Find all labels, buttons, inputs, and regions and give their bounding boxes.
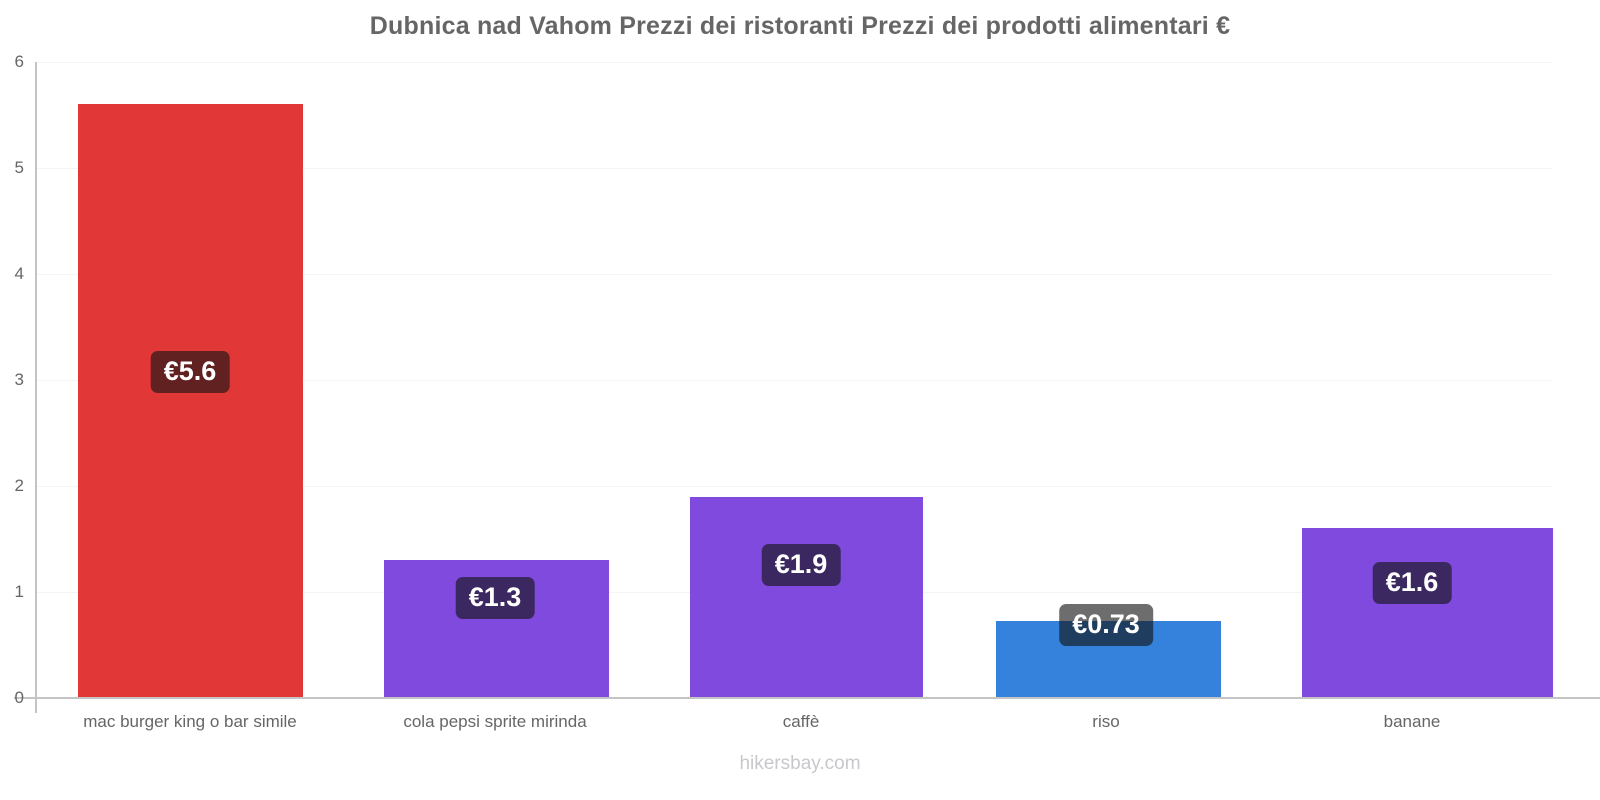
y-tick-label-6: 6 (14, 52, 24, 71)
bar-caffe (690, 496, 923, 698)
bar-mac-burger-king-o-bar-simile (78, 104, 303, 698)
x-tick-label-cola-pepsi-sprite-mirinda: cola pepsi sprite mirinda (403, 712, 587, 731)
x-axis-line (14, 697, 1600, 699)
gridline-6 (36, 62, 1553, 63)
gridline-2 (36, 486, 1553, 487)
y-tick-label-5: 5 (14, 158, 24, 177)
value-badge-banane: €1.6 (1372, 562, 1452, 605)
plot-area (36, 62, 1553, 698)
gridline-5 (36, 168, 1553, 169)
y-tick-label-4: 4 (14, 264, 24, 283)
x-tick-label-caffe: caffè (782, 712, 820, 731)
x-tick-label-riso: riso (1092, 712, 1120, 731)
value-badge-caffe: €1.9 (761, 544, 841, 587)
y-tick-label-0: 0 (14, 688, 24, 707)
y-tick-label-1: 1 (14, 582, 24, 601)
gridline-4 (36, 274, 1553, 275)
value-badge-riso: €0.73 (1059, 604, 1153, 647)
y-tick-label-2: 2 (14, 476, 24, 495)
value-badge-cola-pepsi-sprite-mirinda: €1.3 (455, 577, 535, 620)
value-badge-mac-burger-king-o-bar-simile: €5.6 (150, 351, 230, 394)
chart-title: Dubnica nad Vahom Prezzi dei ristoranti … (369, 12, 1231, 40)
y-axis-line (35, 62, 37, 699)
y-tick-label-3: 3 (14, 370, 24, 389)
x-axis-origin-tick (35, 699, 37, 713)
bar-banane (1302, 528, 1553, 698)
x-tick-label-banane: banane (1383, 712, 1441, 731)
footer-credit: hikersbay.com (739, 753, 861, 774)
gridline-3 (36, 380, 1553, 381)
x-tick-label-mac-burger-king-o-bar-simile: mac burger king o bar simile (83, 712, 297, 731)
